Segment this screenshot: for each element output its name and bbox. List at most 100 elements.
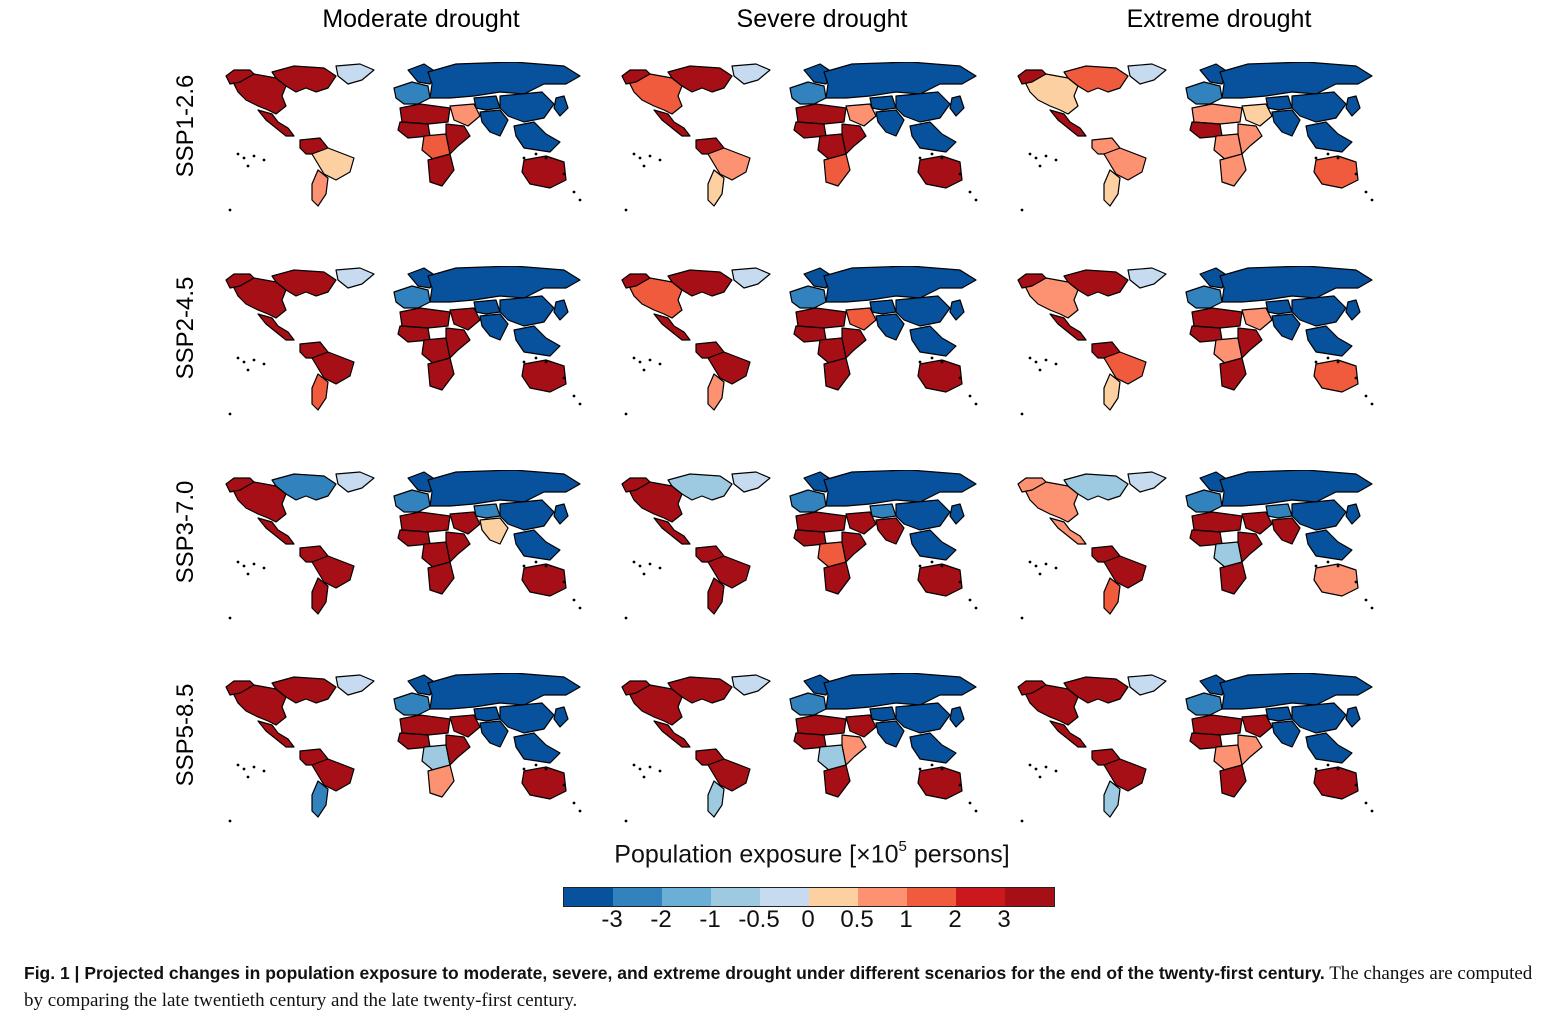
map-region-16 [845, 103, 877, 127]
island-dot [252, 765, 256, 769]
map-region-19 [1291, 702, 1347, 734]
island-dot [632, 356, 636, 360]
row-label-ssp126: SSP1-2.6 [172, 74, 199, 178]
map-region-15 [1219, 153, 1247, 187]
map-region-11 [399, 103, 451, 125]
island-dot [1020, 819, 1024, 823]
map-region-11 [795, 511, 847, 533]
map-panel-ssp245-moderate [224, 266, 584, 416]
island-dot [632, 560, 636, 564]
map-region-21 [1345, 299, 1361, 321]
island-dot [918, 360, 922, 364]
map-region-12 [1189, 121, 1223, 139]
island-dot [918, 156, 922, 160]
map-region-1 [667, 473, 733, 501]
island-dot [624, 412, 628, 416]
map-region-6 [707, 758, 751, 792]
map-region-6 [707, 351, 751, 385]
island-dot [562, 172, 566, 176]
column-header-extreme: Extreme drought [1126, 5, 1312, 33]
island-dot [1354, 580, 1358, 584]
map-region-8 [1185, 285, 1223, 309]
island-dot [1354, 172, 1358, 176]
map-region-17 [869, 706, 897, 722]
map-region-1 [1063, 65, 1129, 93]
map-region-10 [823, 266, 977, 303]
column-header-severe: Severe drought [736, 5, 908, 33]
map-region-3 [1127, 471, 1167, 493]
map-region-4 [653, 720, 691, 748]
island-dot [578, 198, 582, 202]
map-region-14 [1237, 123, 1263, 155]
legend-tick-label: -2 [650, 906, 672, 933]
map-region-19 [1291, 295, 1347, 327]
map-region-18 [875, 109, 905, 137]
map-region-3 [731, 267, 771, 289]
map-region-22 [1313, 563, 1359, 597]
map-region-4 [1049, 313, 1087, 341]
island-dot [1314, 564, 1318, 568]
map-region-7 [311, 577, 329, 615]
map-region-7 [1103, 577, 1121, 615]
map-region-12 [397, 529, 431, 547]
map-region-16 [845, 511, 877, 535]
legend-title: Population exposure [×105 persons] [614, 838, 1010, 869]
map-region-3 [335, 471, 375, 493]
island-dot [1034, 156, 1038, 160]
island-dot [638, 156, 642, 160]
island-dot [262, 362, 266, 366]
island-dot [1038, 572, 1042, 576]
island-dot [262, 158, 266, 162]
map-region-21 [949, 95, 965, 117]
island-dot [562, 580, 566, 584]
map-region-8 [1185, 692, 1223, 716]
map-region-4 [257, 109, 295, 137]
map-region-20 [909, 325, 957, 357]
map-region-11 [1191, 714, 1243, 736]
island-dot [252, 358, 256, 362]
map-region-14 [841, 734, 867, 766]
world-map-svg [1017, 266, 1374, 416]
island-dot [1038, 368, 1042, 372]
island-dot [648, 562, 652, 566]
map-region-22 [1313, 359, 1359, 393]
legend-swatch-0 [564, 888, 613, 906]
map-region-12 [793, 529, 827, 547]
map-region-12 [1189, 325, 1223, 343]
map-region-6 [707, 555, 751, 589]
island-dot [228, 412, 232, 416]
map-region-12 [793, 325, 827, 343]
island-dot [648, 765, 652, 769]
map-region-17 [473, 299, 501, 315]
map-region-0 [1023, 277, 1079, 319]
map-region-19 [895, 295, 951, 327]
map-region-19 [499, 499, 555, 531]
map-region-20 [1305, 325, 1353, 357]
legend-swatch-2 [662, 888, 711, 906]
map-region-20 [513, 732, 561, 764]
legend-tick-label: -0.5 [738, 906, 780, 933]
map-region-10 [427, 673, 581, 710]
map-region-11 [795, 103, 847, 125]
island-dot [940, 156, 944, 160]
legend-tick-label: 3 [997, 906, 1011, 933]
map-region-0 [1023, 73, 1079, 115]
map-region-12 [1189, 732, 1223, 750]
map-region-20 [1305, 529, 1353, 561]
map-region-20 [513, 121, 561, 153]
map-region-22 [917, 766, 963, 800]
map-region-15 [427, 561, 455, 595]
island-dot [1326, 560, 1330, 564]
island-dot [968, 190, 972, 194]
island-dot [642, 164, 646, 168]
map-region-18 [479, 517, 509, 545]
island-dot [1326, 152, 1330, 156]
map-region-6 [311, 555, 355, 589]
island-dot [522, 767, 526, 771]
map-region-10 [427, 266, 581, 303]
map-region-19 [895, 702, 951, 734]
map-region-22 [917, 155, 963, 189]
island-dot [968, 598, 972, 602]
map-region-7 [1103, 780, 1121, 818]
map-region-1 [271, 473, 337, 501]
